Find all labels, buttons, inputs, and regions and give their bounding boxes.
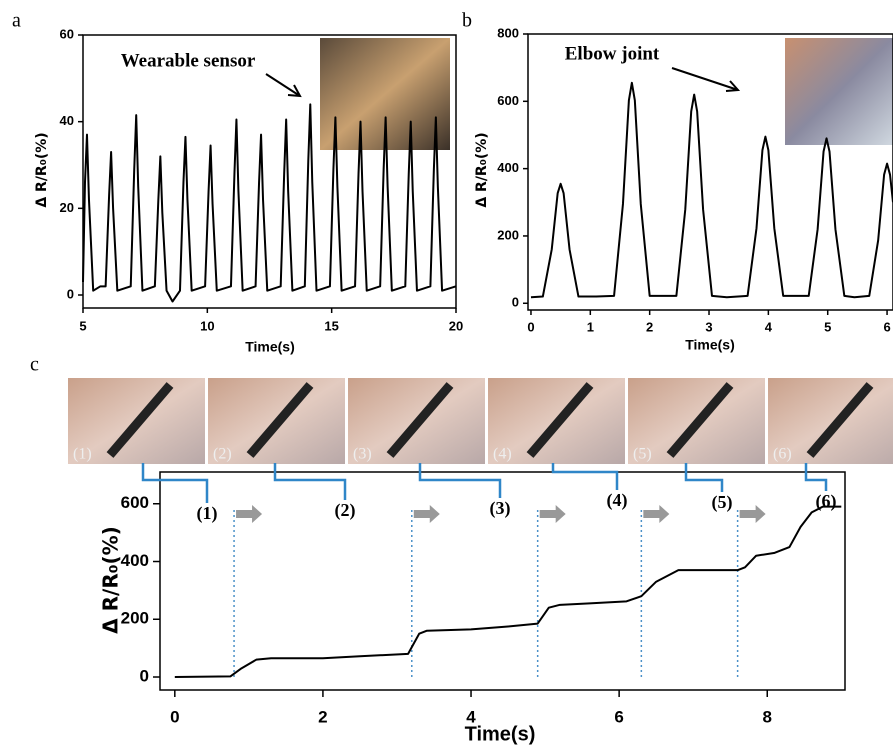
step-arrow: [740, 505, 766, 523]
x-tick-label: 5: [824, 319, 831, 334]
connector: [275, 463, 345, 500]
photo-label: (6): [773, 446, 792, 463]
photo-label: (4): [493, 446, 512, 463]
x-tick-label: 4: [765, 319, 773, 334]
y-axis-label: Δ R/R₀(%): [34, 132, 50, 207]
panel-label: b: [462, 10, 472, 32]
x-tick-label: 2: [318, 707, 327, 726]
photo-label: (1): [73, 446, 92, 463]
y-axis-label: Δ R/R₀(%): [99, 526, 123, 634]
connector: [686, 463, 722, 492]
connector: [553, 463, 617, 490]
x-tick-label: 8: [763, 707, 772, 726]
x-axis-label: Time(s): [685, 337, 735, 353]
y-tick-label: 600: [497, 93, 519, 108]
panel-label: a: [12, 10, 21, 32]
photo-label: (3): [353, 446, 372, 463]
step-label: (4): [607, 490, 628, 511]
photo-label: (5): [633, 446, 652, 463]
x-tick-label: 6: [883, 319, 890, 334]
connector: [420, 463, 500, 498]
y-tick-label: 200: [121, 609, 149, 628]
panel-label: c: [30, 354, 39, 376]
data-line: [175, 507, 841, 677]
photo-strip: (1) (2) (3) (4) (5) (6): [68, 378, 893, 464]
step-arrow: [236, 505, 262, 523]
figure: (1)(2)(3)(4)(5)(6) 51015200204060Time(s)…: [0, 0, 893, 749]
annotation-arrow: [672, 68, 738, 91]
y-tick-label: 400: [497, 160, 519, 175]
step-label: (2): [335, 500, 356, 521]
x-axis-label: Time(s): [245, 339, 295, 355]
x-tick-label: 10: [200, 318, 214, 333]
y-tick-label: 200: [497, 227, 519, 242]
y-axis-label: Δ R/R₀(%): [474, 132, 490, 207]
x-tick-label: 0: [527, 319, 534, 334]
connector: [806, 463, 826, 491]
x-tick-label: 0: [170, 707, 179, 726]
x-axis-label: Time(s): [465, 723, 536, 745]
x-tick-label: 20: [449, 318, 463, 333]
y-tick-label: 600: [121, 493, 149, 512]
annotation-arrow: [266, 74, 300, 96]
step-arrow: [414, 505, 440, 523]
x-tick-label: 2: [646, 319, 653, 334]
step-label: (5): [712, 492, 733, 513]
connector: [143, 463, 207, 503]
annotation: Wearable sensor: [121, 50, 256, 71]
x-tick-label: 6: [614, 707, 623, 726]
y-tick-label: 60: [60, 26, 74, 41]
y-tick-label: 0: [512, 295, 519, 310]
y-tick-label: 0: [140, 666, 149, 685]
x-tick-label: 5: [79, 318, 86, 333]
step-label: (1): [197, 503, 218, 524]
x-tick-label: 1: [587, 319, 594, 334]
x-tick-label: 15: [324, 318, 338, 333]
y-tick-label: 800: [497, 25, 519, 40]
y-tick-label: 0: [67, 286, 74, 301]
x-tick-label: 3: [705, 319, 712, 334]
step-label: (3): [490, 498, 511, 519]
step-arrow: [540, 505, 566, 523]
step-arrow: [643, 505, 669, 523]
y-tick-label: 400: [121, 551, 149, 570]
inset-photo: [785, 38, 893, 145]
y-tick-label: 40: [60, 113, 74, 128]
y-tick-label: 20: [60, 200, 74, 215]
photo-label: (2): [213, 446, 232, 463]
annotation: Elbow joint: [565, 43, 660, 64]
